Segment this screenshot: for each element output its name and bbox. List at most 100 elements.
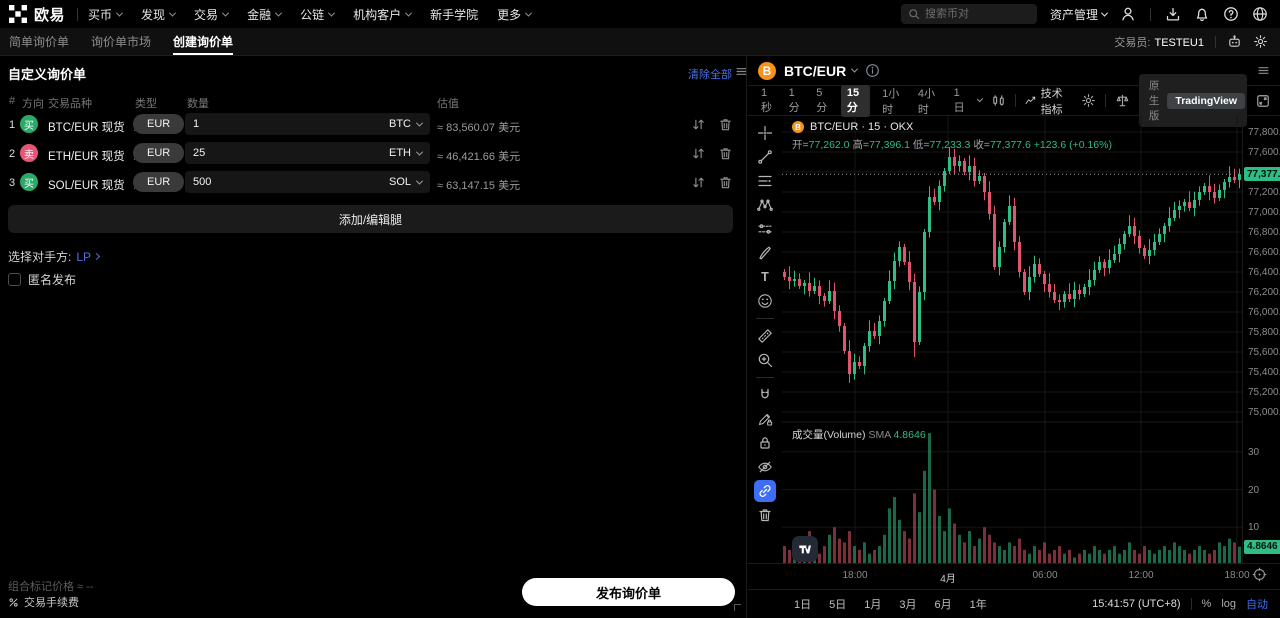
price-axis[interactable]: 77,800.077,600.077,400.077,200.077,000.0… — [1242, 116, 1280, 563]
indicators-button[interactable]: 技术指标 — [1025, 85, 1072, 117]
chart-canvas[interactable] — [782, 116, 1242, 566]
amount-input[interactable] — [193, 147, 389, 159]
percent-scale-button[interactable]: % — [1201, 598, 1212, 610]
bell-icon[interactable] — [1194, 6, 1210, 22]
type-pill[interactable]: EUR — [133, 172, 185, 192]
range-1mo[interactable]: 1月 — [864, 599, 882, 611]
amount-field[interactable]: SOL — [185, 171, 430, 193]
tradingview-logo[interactable] — [792, 536, 818, 562]
nav-item-7[interactable]: 更多 — [497, 6, 533, 23]
range-3mo[interactable]: 3月 — [899, 599, 917, 611]
nav-item-5[interactable]: 机构客户 — [353, 6, 413, 23]
swap-direction-icon[interactable] — [691, 146, 706, 161]
type-pill[interactable]: EUR — [133, 114, 185, 134]
instrument-select[interactable]: SOL/EUR 现货 — [48, 177, 138, 193]
compare-scale-icon[interactable] — [1115, 93, 1130, 108]
search-box[interactable] — [900, 4, 1037, 24]
ruler-icon[interactable] — [754, 325, 776, 347]
nav-item-4[interactable]: 公链 — [300, 6, 336, 23]
instrument-select[interactable]: BTC/EUR 现货 — [48, 119, 138, 135]
hide-drawings-icon[interactable] — [754, 456, 776, 478]
range-5d[interactable]: 5日 — [829, 599, 847, 611]
pair-select[interactable]: BTC/EUR — [784, 63, 859, 79]
timeframe-1s[interactable]: 1秒 — [761, 86, 772, 114]
emoji-icon[interactable] — [754, 290, 776, 312]
link-icon[interactable] — [754, 480, 776, 502]
nav-item-3[interactable]: 金融 — [247, 6, 283, 23]
type-pill[interactable]: EUR — [133, 143, 185, 163]
range-6mo[interactable]: 6月 — [934, 599, 952, 611]
clear-all-link[interactable]: 清除全部 — [688, 69, 732, 81]
panel-divider[interactable] — [746, 56, 747, 618]
amount-input[interactable] — [193, 176, 389, 188]
candle-style-icon[interactable] — [991, 93, 1006, 108]
tab-rfq-market[interactable]: 询价单市场 — [91, 35, 152, 49]
go-to-realtime-icon[interactable] — [1252, 567, 1267, 582]
add-edit-leg-button[interactable]: 添加/编辑腿 — [8, 205, 733, 233]
swap-direction-icon[interactable] — [691, 117, 706, 132]
remove-drawings-icon[interactable] — [754, 504, 776, 526]
currency-select[interactable]: SOL — [389, 176, 424, 188]
fee-line[interactable]: 交易手续费 — [8, 594, 79, 610]
xabcd-pattern-icon[interactable] — [754, 194, 776, 216]
nav-item-1[interactable]: 发现 — [141, 6, 177, 23]
counterparty-link[interactable]: LP — [76, 250, 101, 264]
timeframe-1d[interactable]: 1日 — [953, 86, 965, 114]
brush-icon[interactable] — [754, 242, 776, 264]
chart-menu-icon[interactable] — [1257, 64, 1270, 77]
currency-select[interactable]: ETH — [389, 147, 424, 159]
help-icon[interactable] — [1223, 6, 1239, 22]
delete-leg-icon[interactable] — [718, 175, 733, 190]
publish-rfq-button[interactable]: 发布询价单 — [522, 578, 735, 606]
nav-item-2[interactable]: 交易 — [194, 6, 230, 23]
swap-direction-icon[interactable] — [691, 175, 706, 190]
trendline-icon[interactable] — [754, 146, 776, 168]
time-axis[interactable]: 18:00 4月 06:00 12:00 18:00 — [748, 563, 1280, 589]
fullscreen-icon[interactable] — [1256, 94, 1270, 108]
globe-icon[interactable] — [1252, 6, 1268, 22]
zoom-in-icon[interactable] — [754, 349, 776, 371]
okx-logo[interactable]: 欧易 — [0, 4, 65, 25]
delete-leg-icon[interactable] — [718, 117, 733, 132]
fib-lines-icon[interactable] — [754, 170, 776, 192]
timeframe-4h[interactable]: 4小时 — [917, 87, 935, 116]
amount-field[interactable]: ETH — [185, 142, 430, 164]
user-icon[interactable] — [1120, 6, 1136, 22]
crosshair-icon[interactable] — [754, 122, 776, 144]
native-version-option[interactable]: 原生版 — [1148, 80, 1160, 122]
lock-icon[interactable] — [754, 432, 776, 454]
info-icon[interactable] — [865, 63, 880, 78]
instrument-select[interactable]: ETH/EUR 现货 — [48, 148, 138, 164]
resize-handle[interactable] — [734, 604, 741, 611]
asset-management-menu[interactable]: 资产管理 — [1050, 6, 1109, 23]
auto-scale-button[interactable]: 自动 — [1246, 599, 1268, 611]
tab-simple-rfq[interactable]: 简单询价单 — [9, 35, 70, 49]
panel-menu-icon[interactable] — [735, 65, 748, 78]
timeframe-1m[interactable]: 1分 — [788, 86, 800, 114]
gear-icon[interactable] — [1253, 34, 1268, 49]
projection-icon[interactable] — [754, 218, 776, 240]
search-input[interactable] — [924, 8, 1025, 20]
timeframe-1h[interactable]: 1小时 — [882, 87, 900, 116]
delete-leg-icon[interactable] — [718, 146, 733, 161]
text-tool-icon[interactable]: T — [754, 266, 776, 288]
nav-item-6[interactable]: 新手学院 — [430, 7, 479, 22]
anonymous-checkbox[interactable] — [8, 273, 21, 286]
chevron-down-icon[interactable] — [977, 95, 984, 103]
nav-item-0[interactable]: 买币 — [88, 6, 124, 23]
bot-icon[interactable] — [1227, 34, 1242, 49]
range-1d[interactable]: 1日 — [794, 599, 812, 611]
log-scale-button[interactable]: log — [1221, 598, 1236, 610]
magnet-icon[interactable] — [754, 384, 776, 406]
chart-settings-gear-icon[interactable] — [1081, 93, 1096, 108]
range-1y[interactable]: 1年 — [969, 599, 987, 611]
tab-create-rfq[interactable]: 创建询价单 — [173, 28, 234, 55]
amount-input[interactable] — [193, 118, 389, 130]
timeframe-15m[interactable]: 15分 — [840, 84, 871, 117]
amount-field[interactable]: BTC — [185, 113, 430, 135]
currency-select[interactable]: BTC — [389, 118, 424, 130]
download-icon[interactable] — [1165, 6, 1181, 22]
timeframe-5m[interactable]: 5分 — [816, 86, 828, 114]
clock[interactable]: 15:41:57 (UTC+8) — [1092, 598, 1181, 610]
draw-pencil-icon[interactable] — [754, 408, 776, 430]
